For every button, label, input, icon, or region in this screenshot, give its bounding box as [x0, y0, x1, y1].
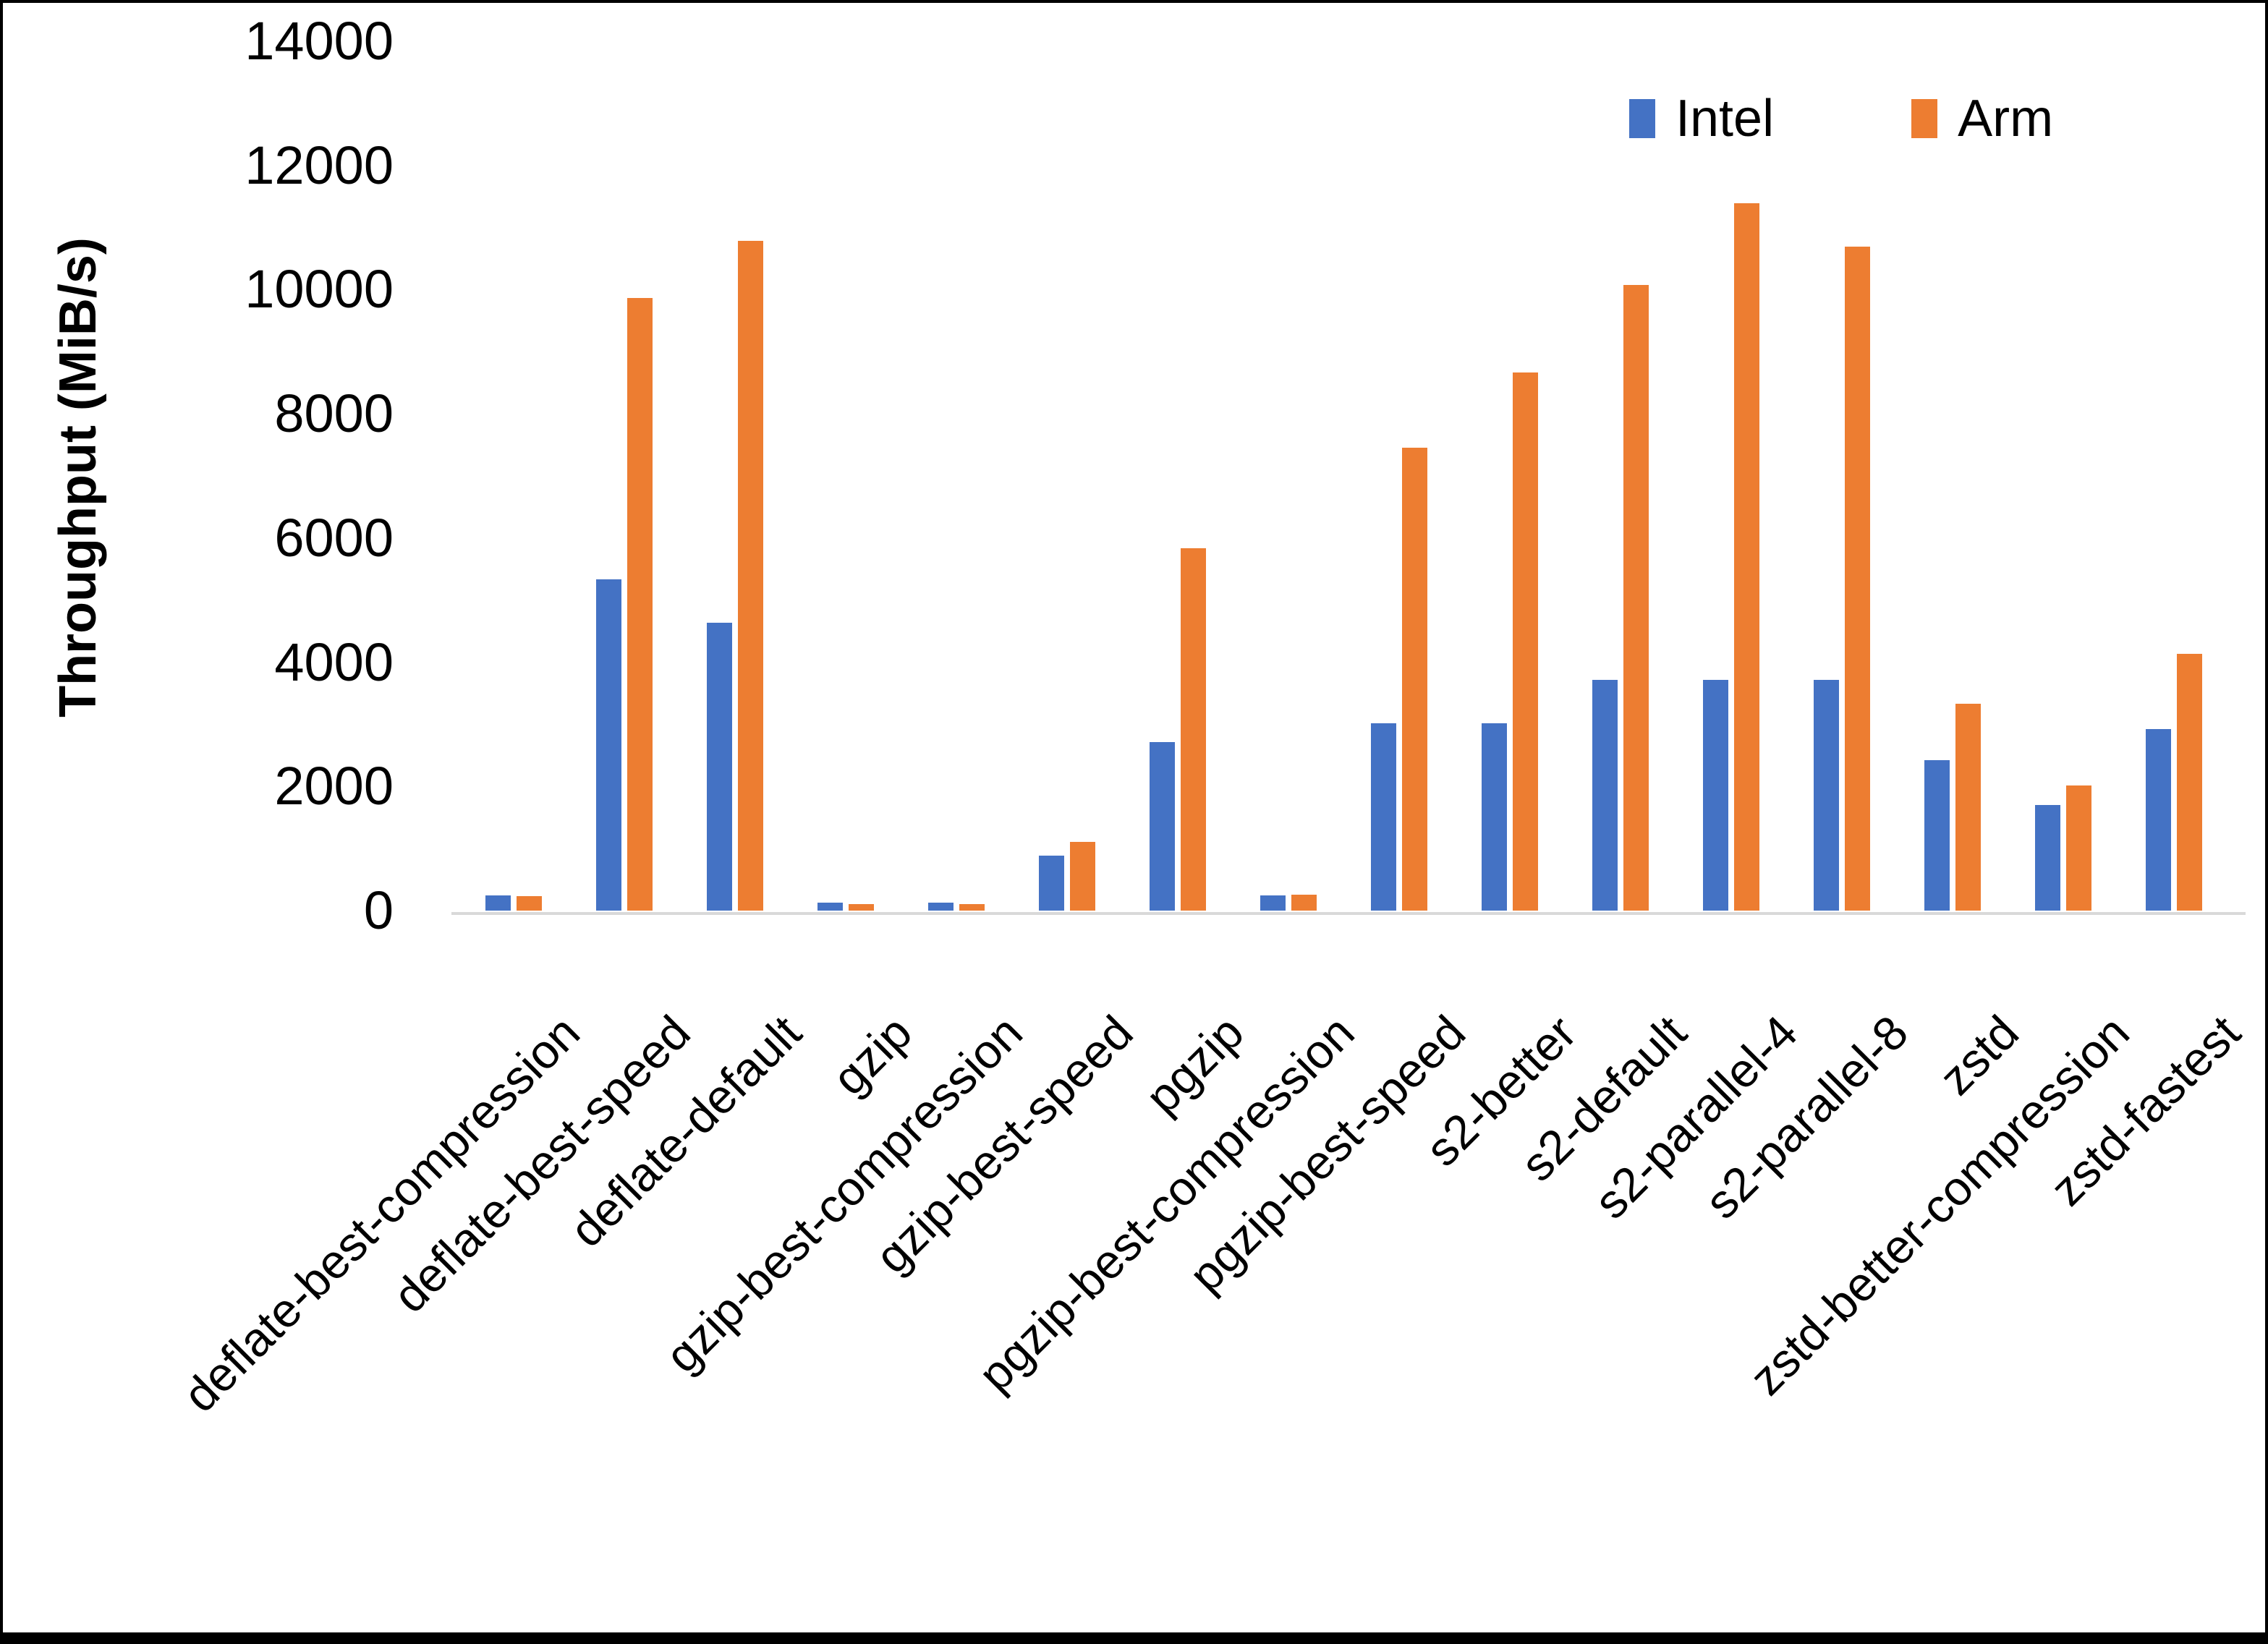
bar-intel-s2-default — [1592, 679, 1618, 911]
bar-intel-deflate-default — [707, 623, 732, 911]
bar-intel-zstd-better-compression — [2035, 805, 2060, 911]
y-tick-label: 2000 — [274, 756, 394, 817]
bar-intel-gzip-best-speed — [1039, 855, 1064, 911]
bar-intel-gzip — [817, 902, 843, 911]
y-tick-label: 12000 — [245, 135, 394, 195]
bar-intel-zstd-fastest — [2146, 729, 2171, 911]
bar-arm-s2-default — [1623, 285, 1649, 911]
legend-swatch — [1911, 99, 1938, 138]
bar-arm-s2-parallel-8 — [1845, 247, 1870, 911]
y-tick-label: 10000 — [245, 259, 394, 320]
bar-arm-zstd — [1955, 704, 1981, 911]
bar-intel-s2-parallel-8 — [1814, 679, 1839, 911]
chart-canvas: Throughput (MiB/s) 0 2000 4000 6000 8000 1000… — [3, 3, 2265, 1632]
y-tick-label: 6000 — [274, 507, 394, 568]
bar-arm-zstd-better-compression — [2066, 785, 2091, 911]
bar-intel-pgzip — [1150, 742, 1175, 911]
bar-intel-s2-parallel-4 — [1703, 679, 1728, 911]
y-tick-label: 4000 — [274, 631, 394, 692]
bar-arm-gzip — [849, 903, 874, 911]
bar-intel-s2-better — [1482, 723, 1507, 911]
bar-intel-pgzip-best-compression — [1260, 895, 1286, 911]
bar-arm-deflate-best-compression — [517, 896, 542, 911]
bar-arm-s2-better — [1513, 372, 1538, 911]
x-axis-line — [451, 912, 2246, 915]
bar-intel-zstd — [1924, 760, 1950, 911]
bar-arm-pgzip-best-compression — [1291, 894, 1317, 911]
bar-arm-zstd-fastest — [2177, 654, 2202, 911]
bar-intel-pgzip-best-speed — [1371, 723, 1396, 911]
legend-item-arm: Arm — [1911, 90, 2053, 148]
legend-item-intel: Intel — [1629, 90, 1774, 148]
legend-label: Intel — [1675, 90, 1775, 148]
bar-arm-s2-parallel-4 — [1734, 203, 1759, 911]
bar-intel-deflate-best-compression — [485, 895, 511, 911]
bar-arm-gzip-best-compression — [959, 903, 985, 911]
y-tick-label: 8000 — [274, 383, 394, 444]
legend-label: Arm — [1958, 90, 2054, 148]
y-tick-label: 14000 — [245, 11, 394, 71]
bar-arm-gzip-best-speed — [1070, 841, 1095, 911]
bar-arm-pgzip — [1181, 548, 1206, 911]
legend-swatch — [1629, 99, 1655, 138]
y-tick-label: 0 — [363, 880, 394, 940]
bar-intel-deflate-best-speed — [596, 579, 621, 911]
bar-arm-deflate-default — [738, 241, 763, 911]
bar-intel-gzip-best-compression — [928, 902, 954, 911]
bar-arm-deflate-best-speed — [627, 297, 653, 911]
bar-arm-pgzip-best-speed — [1402, 447, 1427, 911]
legend: Intel Arm — [1629, 90, 2053, 148]
